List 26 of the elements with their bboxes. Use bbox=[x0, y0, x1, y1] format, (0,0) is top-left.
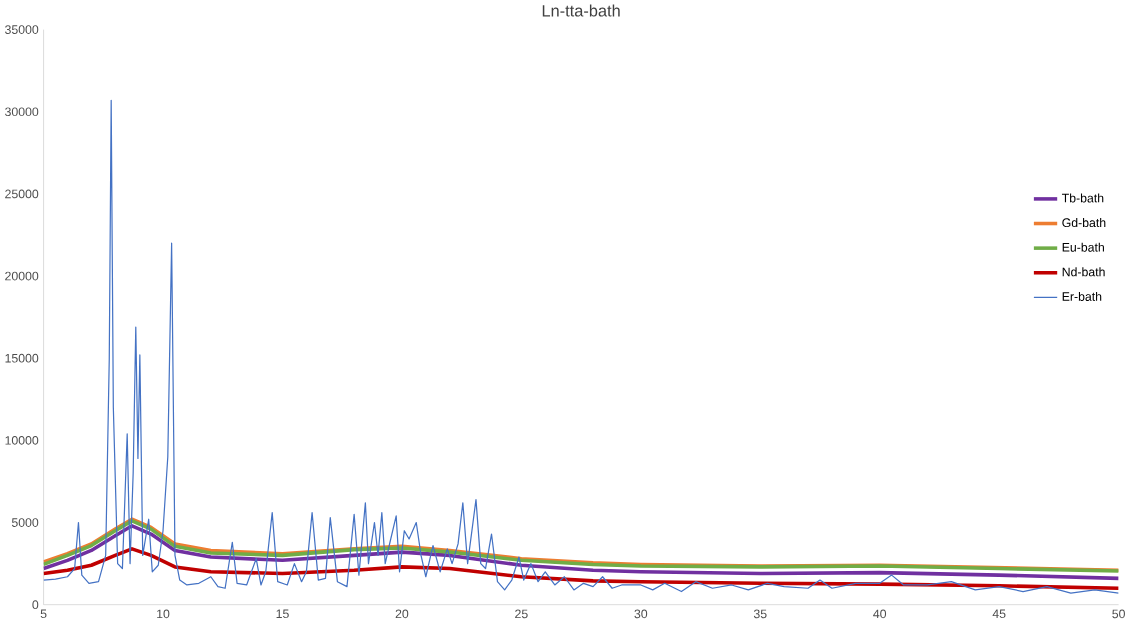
line-series bbox=[43, 524, 1119, 581]
x-tick-label: 35 bbox=[753, 609, 767, 619]
y-tick-label: 35000 bbox=[5, 25, 39, 35]
y-tick-label: 5000 bbox=[11, 518, 39, 527]
x-tick-label: 45 bbox=[992, 609, 1006, 619]
legend-label: Tb-bath bbox=[1061, 193, 1104, 203]
legend-label: Gd-bath bbox=[1062, 218, 1106, 228]
x-tick-label: 15 bbox=[276, 609, 289, 619]
y-tick-label: 30000 bbox=[5, 107, 39, 117]
y-tick-label: 15000 bbox=[5, 353, 39, 363]
y-tick-label: 20000 bbox=[5, 271, 39, 281]
y-tick-label: 10000 bbox=[5, 436, 39, 445]
chart-title: Ln-tta-bath bbox=[542, 4, 620, 17]
y-tick-label: 0 bbox=[32, 600, 39, 610]
x-tick-label: 5 bbox=[40, 609, 47, 619]
y-tick-label: 25000 bbox=[5, 189, 39, 199]
legend-label: Eu-bath bbox=[1062, 242, 1104, 252]
legend-label: Er-bath bbox=[1062, 292, 1102, 302]
x-tick-label: 40 bbox=[873, 609, 887, 619]
x-tick-label: 20 bbox=[395, 609, 409, 619]
x-tick-label: 10 bbox=[157, 609, 170, 619]
line-series bbox=[43, 99, 1119, 594]
x-tick-label: 50 bbox=[1112, 609, 1125, 619]
x-tick-label: 25 bbox=[515, 609, 528, 619]
x-tick-label: 30 bbox=[634, 609, 648, 619]
legend-label: Nd-bath bbox=[1062, 267, 1105, 277]
